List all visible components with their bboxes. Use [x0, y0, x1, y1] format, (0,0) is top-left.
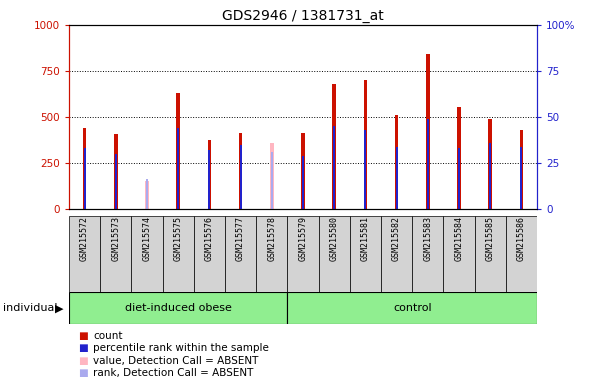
- Bar: [194, 216, 225, 292]
- Bar: [427, 119, 429, 209]
- Bar: [115, 154, 117, 209]
- Bar: [301, 133, 305, 209]
- Text: GSM215582: GSM215582: [392, 216, 401, 261]
- Text: GSM215578: GSM215578: [267, 216, 276, 261]
- Bar: [412, 216, 443, 292]
- Bar: [302, 156, 304, 209]
- Bar: [176, 93, 180, 209]
- Text: percentile rank within the sample: percentile rank within the sample: [93, 343, 269, 353]
- Bar: [256, 216, 287, 292]
- Bar: [145, 181, 149, 209]
- Text: GSM215579: GSM215579: [299, 216, 308, 261]
- Text: diet-induced obese: diet-induced obese: [125, 303, 232, 313]
- Text: GSM215574: GSM215574: [143, 216, 151, 261]
- Bar: [426, 55, 430, 209]
- Bar: [69, 293, 287, 324]
- Text: individual: individual: [3, 303, 58, 313]
- Bar: [520, 147, 523, 209]
- Text: GSM215580: GSM215580: [330, 216, 338, 261]
- Title: GDS2946 / 1381731_at: GDS2946 / 1381731_at: [222, 8, 384, 23]
- Text: ■: ■: [78, 356, 88, 366]
- Bar: [208, 140, 211, 209]
- Bar: [457, 107, 461, 209]
- Bar: [114, 134, 118, 209]
- Text: ■: ■: [78, 331, 88, 341]
- Bar: [475, 216, 506, 292]
- Bar: [100, 216, 131, 292]
- Bar: [69, 216, 100, 292]
- Bar: [163, 216, 194, 292]
- Text: GSM215581: GSM215581: [361, 216, 370, 261]
- Text: ▶: ▶: [55, 303, 63, 313]
- Text: control: control: [393, 303, 431, 313]
- Bar: [332, 84, 336, 209]
- Bar: [488, 119, 492, 209]
- Bar: [458, 149, 460, 209]
- Bar: [395, 147, 398, 209]
- Text: value, Detection Call = ABSENT: value, Detection Call = ABSENT: [93, 356, 259, 366]
- Bar: [83, 128, 86, 209]
- Bar: [443, 216, 475, 292]
- Bar: [506, 216, 537, 292]
- Bar: [319, 216, 350, 292]
- Text: GSM215583: GSM215583: [424, 216, 432, 261]
- Bar: [364, 80, 367, 209]
- Bar: [489, 143, 491, 209]
- Text: GSM215585: GSM215585: [485, 216, 494, 261]
- Bar: [146, 179, 148, 209]
- Bar: [271, 152, 273, 209]
- Bar: [287, 216, 319, 292]
- Text: ■: ■: [78, 368, 88, 378]
- Text: GSM215572: GSM215572: [80, 216, 89, 261]
- Text: GSM215584: GSM215584: [455, 216, 464, 261]
- Bar: [239, 133, 242, 209]
- Text: count: count: [93, 331, 122, 341]
- Bar: [83, 149, 86, 209]
- Bar: [225, 216, 256, 292]
- Text: GSM215575: GSM215575: [174, 216, 182, 261]
- Text: GSM215576: GSM215576: [205, 216, 214, 261]
- Bar: [131, 216, 163, 292]
- Text: ■: ■: [78, 343, 88, 353]
- Text: GSM215586: GSM215586: [517, 216, 526, 261]
- Bar: [177, 128, 179, 209]
- Bar: [395, 115, 398, 209]
- Bar: [520, 130, 523, 209]
- Bar: [270, 143, 274, 209]
- Bar: [333, 126, 335, 209]
- Text: GSM215573: GSM215573: [112, 216, 120, 261]
- Text: rank, Detection Call = ABSENT: rank, Detection Call = ABSENT: [93, 368, 253, 378]
- Bar: [364, 130, 367, 209]
- Bar: [287, 293, 537, 324]
- Text: GSM215577: GSM215577: [236, 216, 245, 261]
- Bar: [239, 145, 242, 209]
- Bar: [350, 216, 381, 292]
- Bar: [381, 216, 412, 292]
- Bar: [208, 150, 211, 209]
